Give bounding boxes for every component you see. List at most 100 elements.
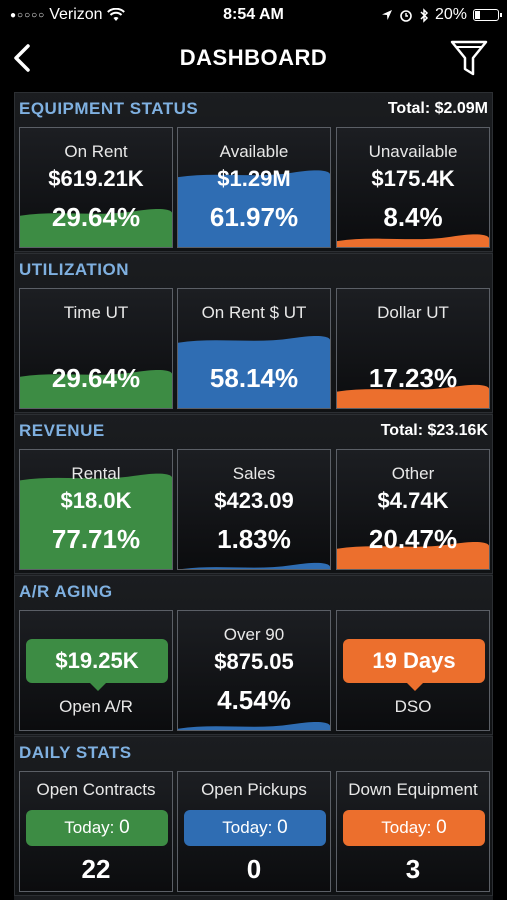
rental-tile[interactable]: Rental $18.0K 77.71% bbox=[19, 449, 173, 570]
stat-label: Open Contracts bbox=[36, 780, 156, 799]
carrier-label: Verizon bbox=[49, 6, 103, 23]
level-fill bbox=[182, 562, 330, 569]
level-fill bbox=[337, 384, 489, 408]
tile-percent: 77.71% bbox=[51, 524, 141, 554]
tile-percent: 29.64% bbox=[51, 363, 141, 393]
tile-percent: 61.97% bbox=[209, 202, 299, 232]
today-label: Today: bbox=[222, 818, 273, 837]
open-contracts-tile[interactable]: Open Contracts Today: 0 22 bbox=[19, 771, 173, 892]
tile-percent: 17.23% bbox=[368, 363, 458, 393]
level-fill bbox=[20, 473, 172, 569]
tile-value: $1.29M bbox=[217, 166, 291, 191]
dso-caption: DSO bbox=[394, 697, 432, 716]
today-value: 0 bbox=[277, 817, 288, 838]
level-fill bbox=[20, 209, 172, 247]
wifi-icon bbox=[106, 8, 125, 21]
section-title: UTILIZATION bbox=[19, 260, 129, 279]
nav-bar: DASHBOARD bbox=[0, 30, 507, 86]
available-tile[interactable]: Available $1.29M 61.97% bbox=[177, 127, 331, 248]
section-total: Total: $23.16K bbox=[380, 422, 488, 439]
tile-label: Other bbox=[391, 464, 435, 483]
tile-percent: 29.64% bbox=[51, 202, 141, 232]
stat-label: Down Equipment bbox=[348, 780, 478, 799]
equipment-status-section: EQUIPMENT STATUS Total: $2.09M On Rent $… bbox=[14, 92, 493, 252]
tile-label: Sales bbox=[232, 464, 276, 483]
tile-value: $619.21K bbox=[48, 166, 144, 191]
page-title: DASHBOARD bbox=[179, 45, 328, 70]
clock: 8:54 AM bbox=[223, 6, 284, 23]
on-rent-tile[interactable]: On Rent $619.21K 29.64% bbox=[19, 127, 173, 248]
tile-value: $875.05 bbox=[214, 649, 294, 674]
stat-total: 3 bbox=[405, 854, 421, 884]
today-pill: Today: 0 bbox=[184, 810, 326, 846]
sales-tile[interactable]: Sales $423.09 1.83% bbox=[177, 449, 331, 570]
dashboard-content: EQUIPMENT STATUS Total: $2.09M On Rent $… bbox=[14, 92, 493, 900]
dollar-ut-tile[interactable]: Dollar UT 17.23% bbox=[336, 288, 490, 409]
open-pickups-tile[interactable]: Open Pickups Today: 0 0 bbox=[177, 771, 331, 892]
dso-tile[interactable]: 19 Days DSO bbox=[336, 610, 490, 731]
on-rent-ut-tile[interactable]: On Rent $ UT 58.14% bbox=[177, 288, 331, 409]
tile-percent: 58.14% bbox=[209, 363, 299, 393]
today-label: Today: bbox=[381, 818, 432, 837]
chevron-left-icon bbox=[14, 44, 30, 72]
filter-button[interactable] bbox=[449, 38, 489, 78]
signal-icon: ●○○○○ bbox=[10, 9, 46, 21]
tile-percent: 8.4% bbox=[383, 202, 443, 232]
unavailable-tile[interactable]: Unavailable $175.4K 8.4% bbox=[336, 127, 490, 248]
today-value: 0 bbox=[436, 817, 447, 838]
status-right: 20% bbox=[381, 6, 502, 24]
tile-label: Over 90 bbox=[223, 625, 285, 644]
status-bar: ●○○○○ Verizon 8:54 AM 20% bbox=[0, 0, 507, 30]
tile-value: $423.09 bbox=[214, 488, 294, 513]
tile-label: Dollar UT bbox=[377, 303, 449, 322]
level-fill bbox=[178, 722, 330, 730]
daily-stats-section: DAILY STATS Open Contracts Today: 0 22 O… bbox=[14, 736, 493, 896]
stat-total: 0 bbox=[246, 854, 262, 884]
other-tile[interactable]: Other $4.74K 20.47% bbox=[336, 449, 490, 570]
tile-label: On Rent $ UT bbox=[201, 303, 307, 322]
tile-label: Rental bbox=[71, 464, 121, 483]
tile-label: On Rent bbox=[64, 142, 128, 161]
battery-percent: 20% bbox=[434, 6, 467, 23]
section-title: DAILY STATS bbox=[19, 743, 132, 762]
level-fill bbox=[178, 336, 330, 408]
today-label: Today: bbox=[64, 818, 115, 837]
section-title: A/R AGING bbox=[19, 582, 113, 601]
tile-percent: 1.83% bbox=[217, 524, 291, 554]
open-ar-value: $19.25K bbox=[26, 639, 168, 691]
tile-percent: 4.54% bbox=[217, 685, 291, 715]
today-pill: Today: 0 bbox=[26, 810, 168, 846]
dso-value: 19 Days bbox=[343, 639, 485, 691]
tile-percent: 20.47% bbox=[368, 524, 458, 554]
utilization-section: UTILIZATION Time UT 29.64% On Rent $ UT … bbox=[14, 253, 493, 413]
section-total: Total: $2.09M bbox=[387, 100, 488, 117]
revenue-section: REVENUE Total: $23.16K Rental $18.0K 77.… bbox=[14, 414, 493, 574]
tile-label: Unavailable bbox=[368, 142, 458, 161]
carrier-group: ●○○○○ Verizon bbox=[10, 6, 125, 24]
filter-icon bbox=[450, 40, 488, 76]
level-fill bbox=[178, 170, 330, 247]
section-title: EQUIPMENT STATUS bbox=[19, 99, 199, 118]
stat-total: 22 bbox=[81, 854, 111, 884]
back-button[interactable] bbox=[8, 40, 38, 76]
level-fill bbox=[337, 542, 489, 569]
down-equipment-tile[interactable]: Down Equipment Today: 0 3 bbox=[336, 771, 490, 892]
location-icon bbox=[381, 10, 392, 20]
level-fill bbox=[20, 370, 172, 408]
section-title: REVENUE bbox=[19, 421, 105, 440]
stat-label: Open Pickups bbox=[201, 780, 307, 799]
tile-value: $18.0K bbox=[60, 488, 132, 513]
tile-label: Time UT bbox=[63, 303, 129, 322]
ar-aging-section: A/R AGING $19.25K Open A/R Over 90 $875.… bbox=[14, 575, 493, 735]
bluetooth-icon bbox=[420, 7, 429, 23]
level-fill bbox=[337, 234, 489, 247]
alarm-icon bbox=[400, 10, 412, 22]
today-value: 0 bbox=[119, 817, 130, 838]
today-pill: Today: 0 bbox=[343, 810, 485, 846]
over-90-tile[interactable]: Over 90 $875.05 4.54% bbox=[177, 610, 331, 731]
tile-value: $175.4K bbox=[371, 166, 455, 191]
time-ut-tile[interactable]: Time UT 29.64% bbox=[19, 288, 173, 409]
open-ar-caption: Open A/R bbox=[59, 697, 133, 716]
tile-value: $4.74K bbox=[377, 488, 449, 513]
open-ar-tile[interactable]: $19.25K Open A/R bbox=[19, 610, 173, 731]
